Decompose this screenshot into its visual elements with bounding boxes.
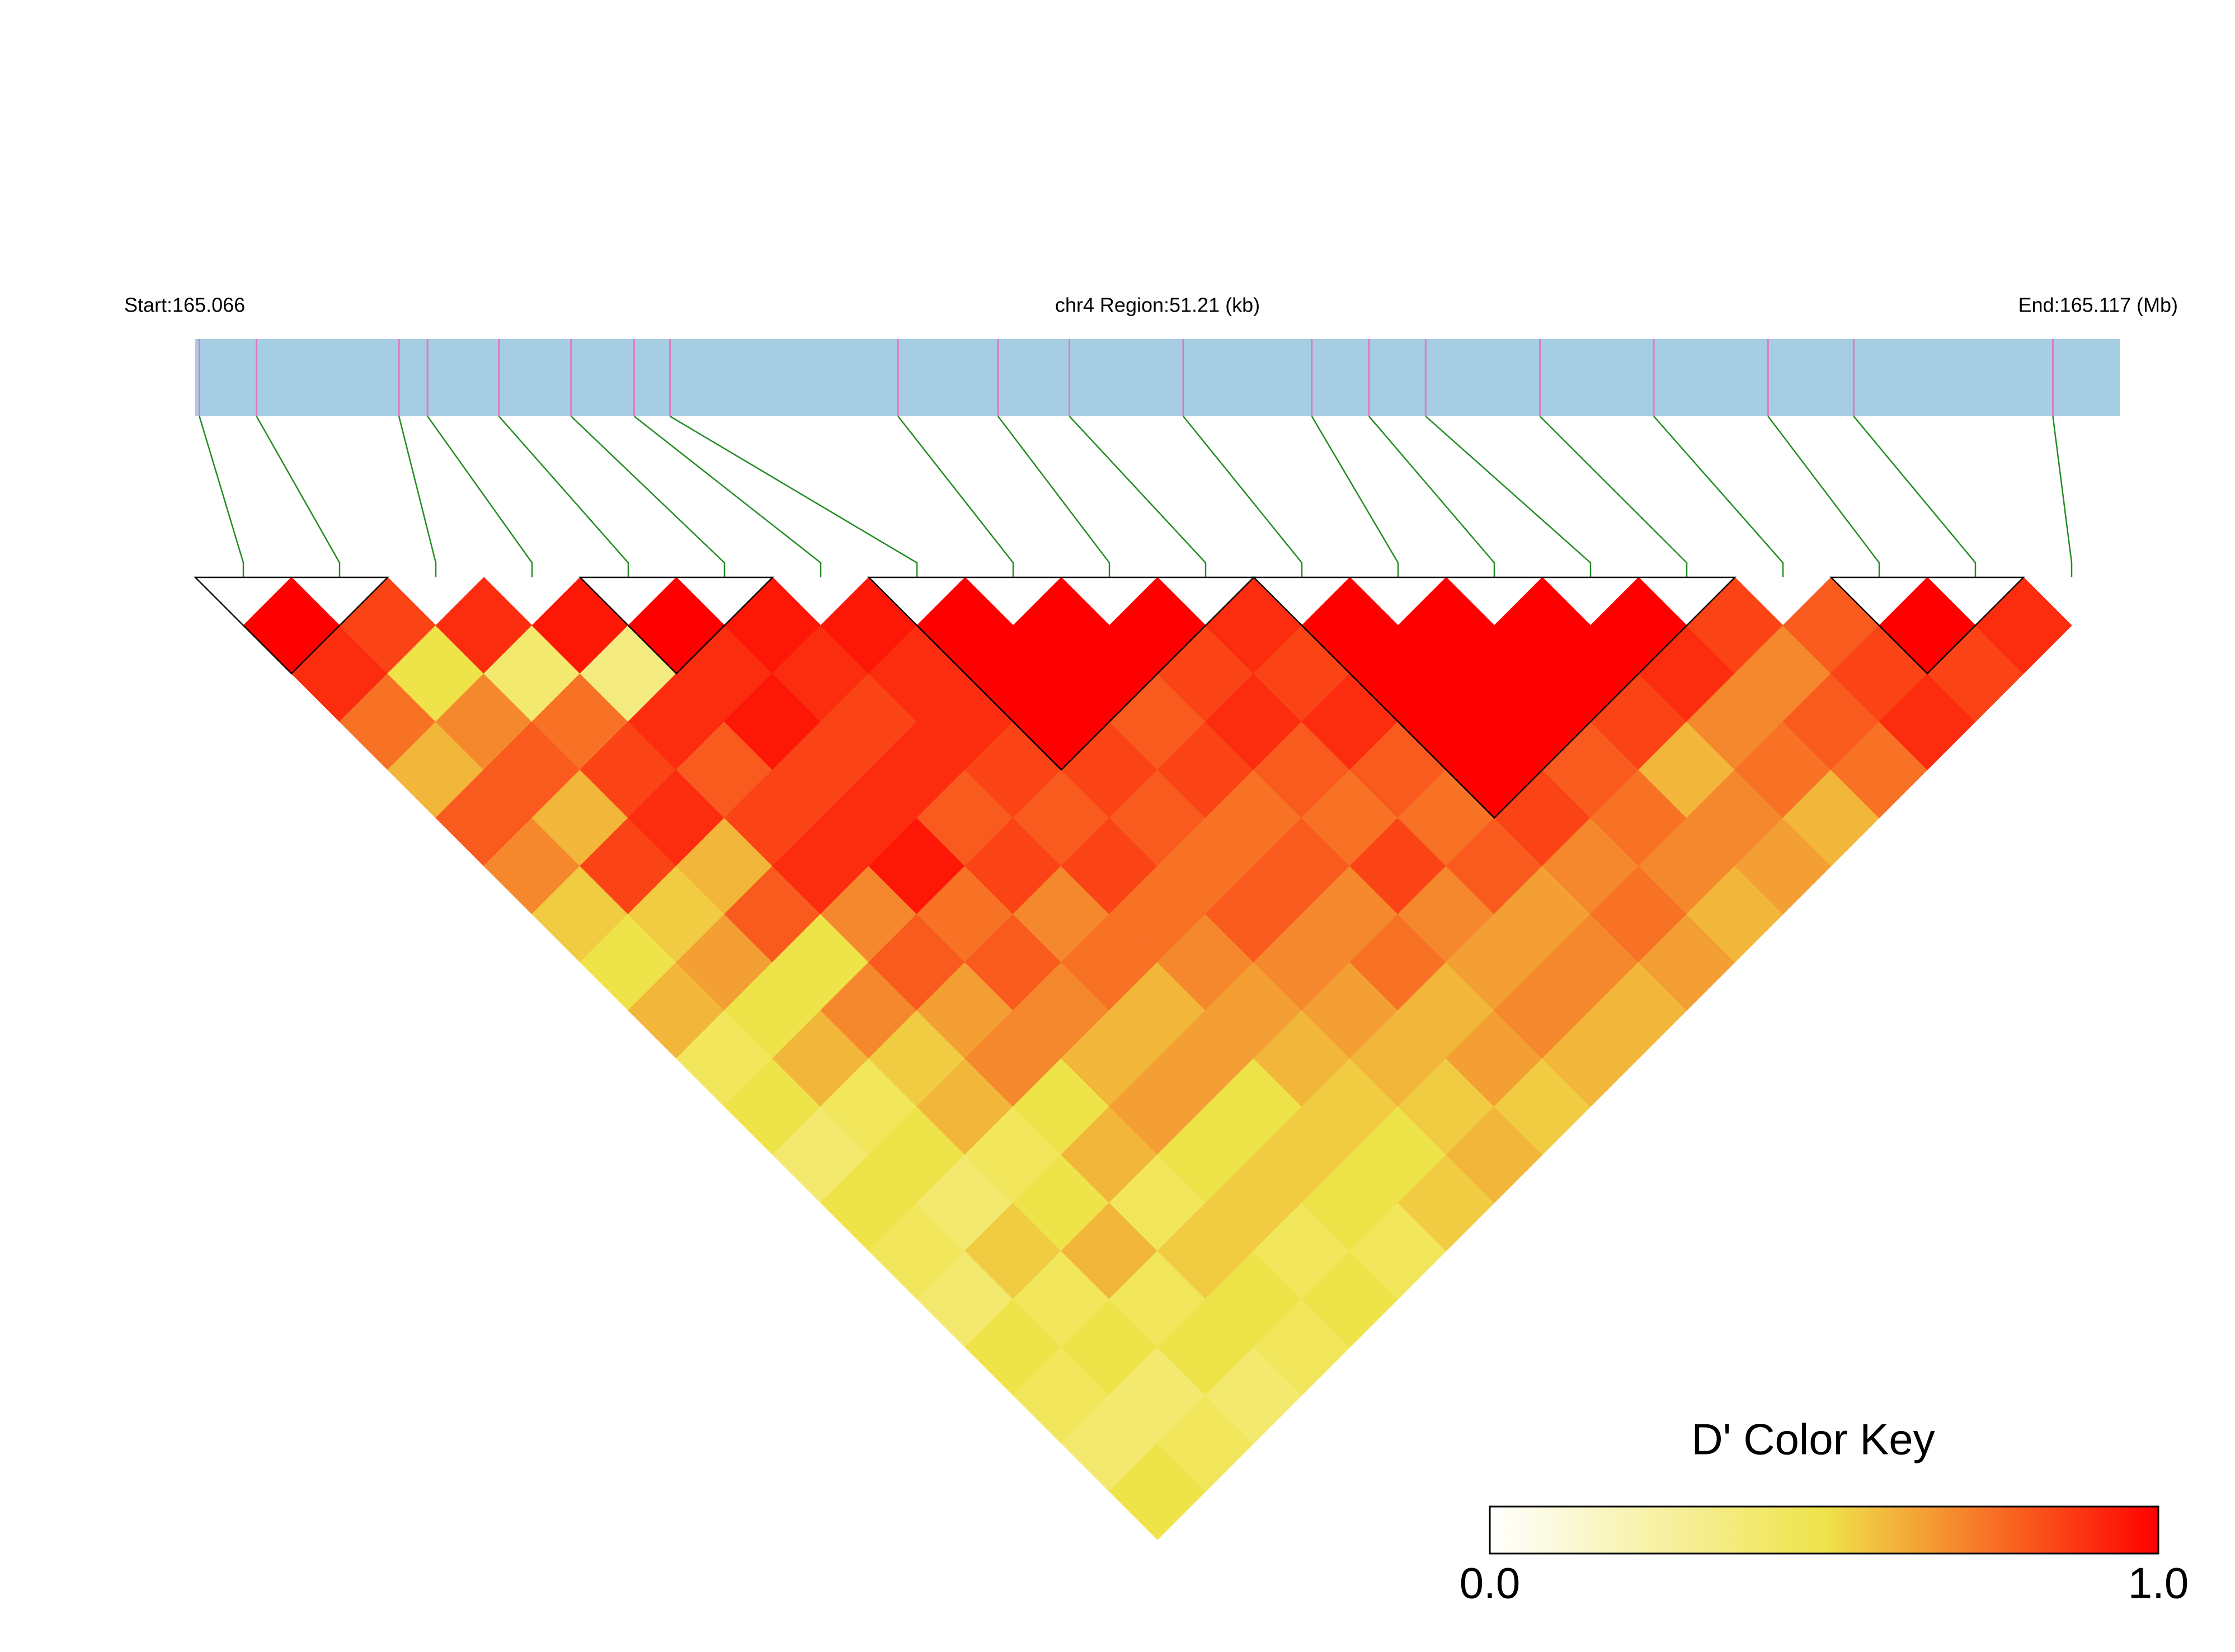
snp-connector	[669, 415, 918, 577]
end-label: End:165.117 (Mb)	[2018, 294, 2178, 317]
snp-connector	[1069, 416, 1207, 577]
snp-connector	[2052, 416, 2073, 577]
snp-bar	[195, 339, 2120, 416]
ld-block	[1251, 576, 1737, 819]
snp-connector	[897, 416, 1014, 577]
ld-block	[867, 576, 1256, 771]
key-tick-label: 0.0	[1460, 1559, 1520, 1608]
ld-block	[1829, 576, 2026, 675]
ld-block	[578, 576, 775, 675]
snp-connector	[633, 416, 822, 577]
snp-connector	[1767, 416, 1880, 577]
snp-connector	[256, 416, 341, 577]
key-tick-label: 1.0	[2128, 1559, 2189, 1608]
color-key-title: D' Color Key	[1691, 1415, 1935, 1464]
snp-connector	[199, 416, 244, 577]
snp-connector	[1368, 416, 1495, 577]
snp-connector	[427, 416, 533, 577]
start-label: Start:165.066	[124, 294, 245, 317]
snp-connector	[1539, 416, 1688, 577]
snp-connector	[1183, 416, 1303, 577]
snp-connector	[1853, 416, 1977, 577]
snp-connector	[1311, 416, 1399, 577]
snp-connector	[498, 416, 629, 577]
ld-block	[193, 576, 390, 675]
snp-connector	[997, 416, 1111, 577]
region-label: chr4 Region:51.21 (kb)	[1055, 294, 1260, 317]
snp-connector	[570, 416, 726, 577]
snp-connector	[1653, 416, 1784, 577]
snp-connector	[398, 416, 437, 577]
color-key	[1489, 1505, 2159, 1555]
snp-connector	[1425, 416, 1592, 577]
